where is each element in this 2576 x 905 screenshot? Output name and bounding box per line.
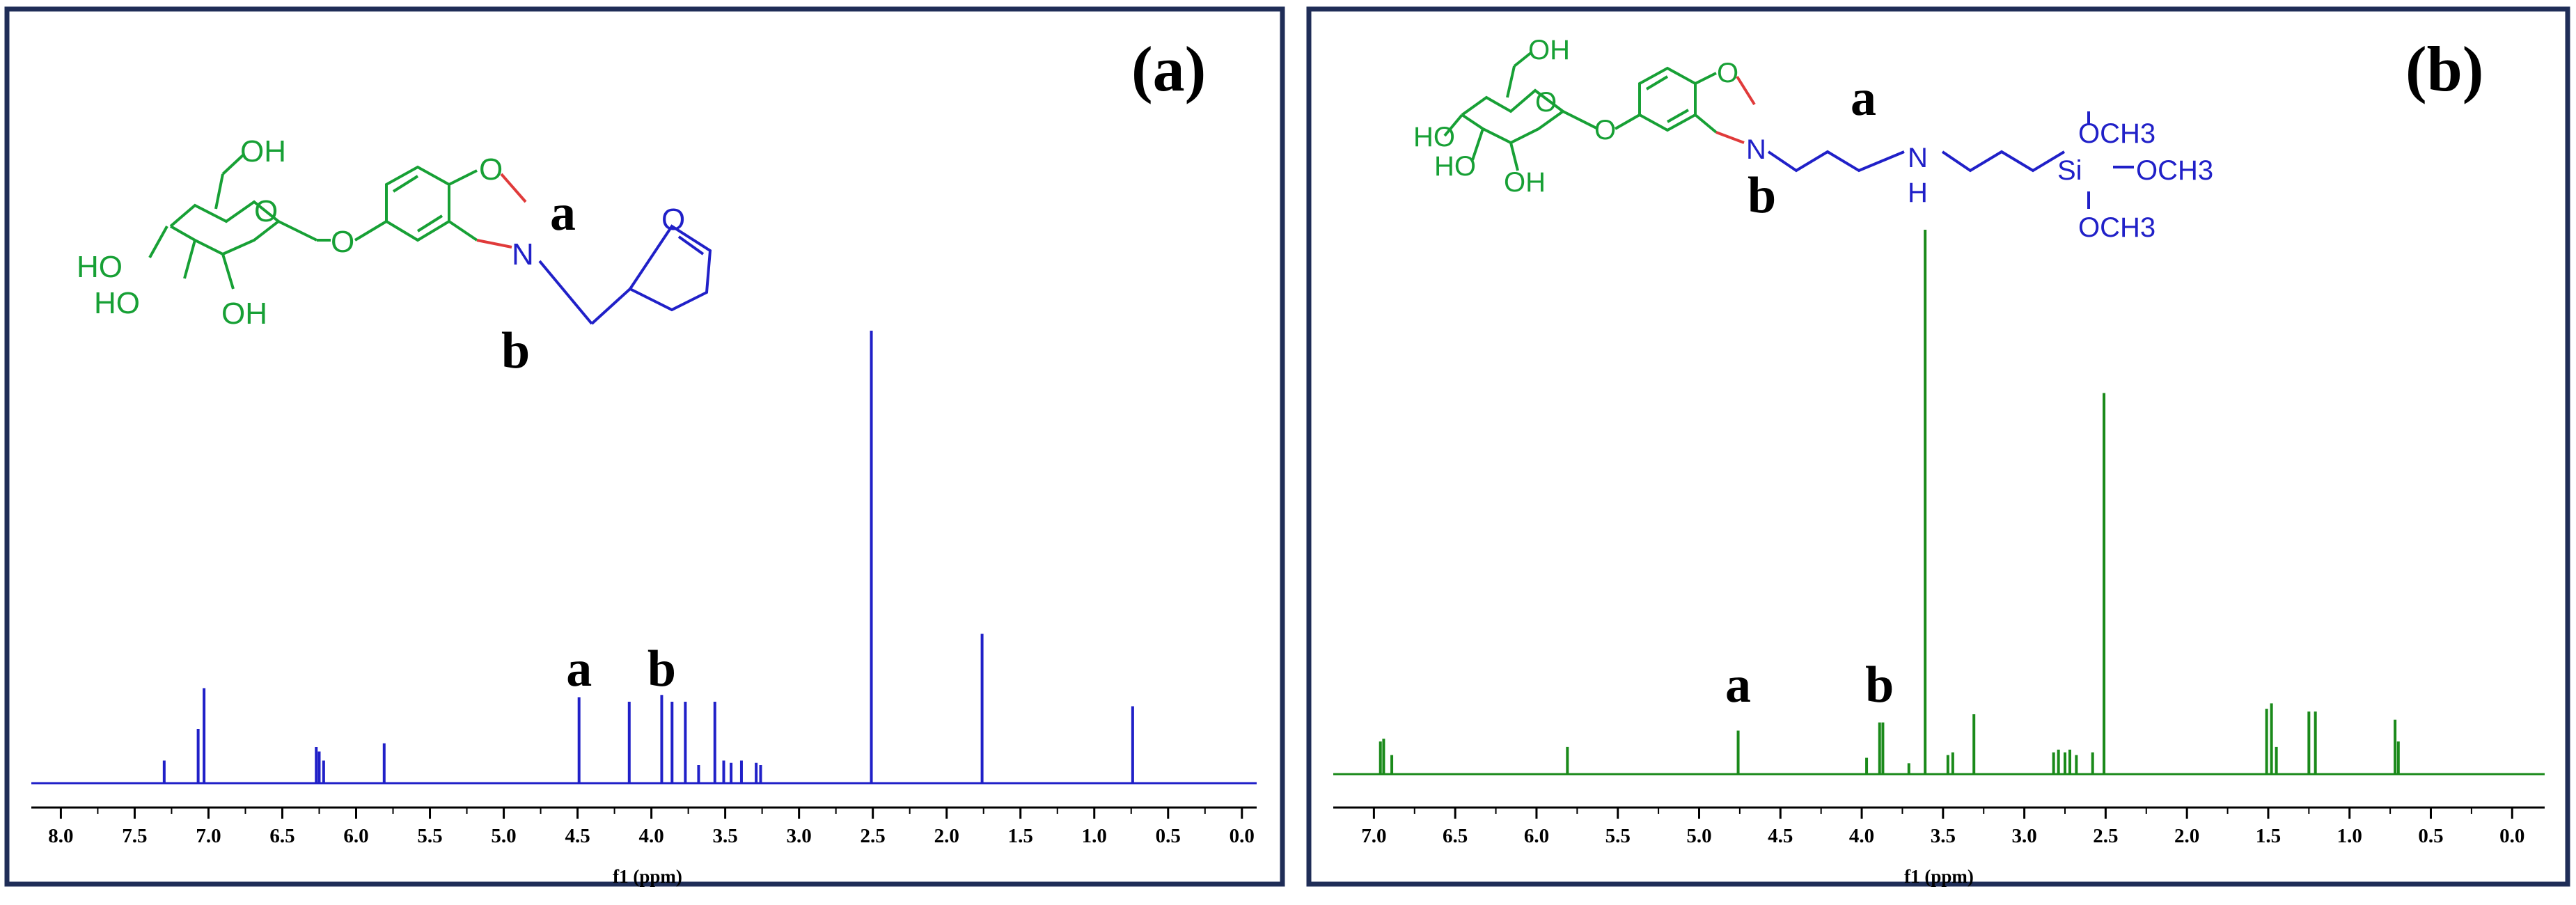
x-tick-label: 3.0 — [2011, 825, 2036, 847]
struct-b-och3-mid: OCH3 — [2136, 155, 2213, 186]
x-tick-label: 0.0 — [1230, 825, 1255, 847]
x-tick-label: 4.5 — [565, 825, 590, 847]
struct-a-oh-bottom: OH — [221, 297, 267, 331]
structure-b-benzene — [1615, 66, 1718, 134]
peak-label-a: a — [566, 640, 592, 698]
struct-b-label-a: a — [1851, 70, 1876, 127]
x-tick-label: 7.0 — [196, 825, 221, 847]
struct-a-o-ring: O — [254, 194, 278, 228]
struct-b-nh-n: N — [1908, 143, 1928, 173]
struct-b-label-b: b — [1748, 167, 1776, 224]
structure-b-chain — [1767, 111, 2134, 209]
struct-b-oh-bottom: OH — [1504, 167, 1546, 198]
struct-b-nh-h: H — [1908, 178, 1928, 208]
struct-b-ho-2: HO — [1434, 151, 1476, 182]
panel-a-axis: 8.0 7.5 7.0 6.5 6.0 5.5 5.0 4.5 4.0 3.5 3.0 2.5 2.0 1… — [31, 806, 1257, 847]
x-tick-label: 2.5 — [861, 825, 886, 847]
x-tick-label: 0.5 — [2418, 825, 2443, 847]
x-tick-label: 3.5 — [713, 825, 738, 847]
panel-b-frame — [1306, 6, 2570, 887]
panel-a-label: (a) — [1131, 33, 1206, 104]
x-tick-label: 1.0 — [1082, 825, 1107, 847]
panel-b-spectrum — [1333, 230, 2545, 776]
structure-b-glucose — [1443, 51, 1599, 171]
x-tick-label: 0.5 — [1156, 825, 1181, 847]
x-tick-label: 1.5 — [2256, 825, 2281, 847]
x-tick-label: 2.0 — [934, 825, 959, 847]
panel-b-axis: 7.0 6.5 6.0 5.5 5.0 4.5 4.0 3.5 3.0 2.5 2.0 1.5 1.0 0… — [1333, 806, 2545, 847]
x-tick-label: 6.5 — [269, 825, 294, 847]
struct-b-oh-top: OH — [1528, 35, 1570, 65]
x-tick-label: 8.0 — [48, 825, 73, 847]
struct-b-och3-top: OCH3 — [2078, 118, 2155, 149]
x-tick-label: 5.0 — [491, 825, 516, 847]
struct-a-o-link: O — [331, 225, 354, 259]
struct-a-o-ox: O — [479, 152, 503, 187]
struct-b-o-link: O — [1594, 115, 1616, 145]
x-tick-label: 5.0 — [1686, 825, 1711, 847]
structure-a-furan — [538, 224, 712, 325]
panel-a-xlabel: f1 (ppm) — [613, 866, 682, 887]
x-tick-label: 3.0 — [787, 825, 812, 847]
x-tick-label: 5.5 — [1605, 825, 1631, 847]
x-tick-label: 4.5 — [1768, 825, 1793, 847]
structure-b-oxazine — [1715, 75, 1756, 144]
structure-a-glucose — [148, 153, 331, 290]
x-tick-label: 7.0 — [1361, 825, 1386, 847]
struct-b-ho-1: HO — [1413, 122, 1455, 152]
structure-b: OH HO HO OH O O O N a b N H OCH — [1413, 35, 2213, 243]
struct-b-n: N — [1746, 134, 1766, 165]
panel-a-frame — [4, 6, 1285, 887]
x-tick-label: 3.5 — [1931, 825, 1956, 847]
struct-b-och3-bot: OCH3 — [2078, 212, 2155, 243]
peak-label-b: b — [1865, 656, 1894, 714]
peak-label-b: b — [647, 640, 676, 698]
panel-b-xlabel: f1 (ppm) — [1904, 866, 1974, 887]
x-tick-label: 1.0 — [2337, 825, 2362, 847]
structure-a-oxazine — [476, 173, 527, 249]
struct-a-ho-bottom: HO — [94, 286, 140, 320]
x-tick-label: 6.0 — [343, 825, 368, 847]
x-tick-label: 2.5 — [2093, 825, 2118, 847]
x-tick-label: 5.5 — [417, 825, 442, 847]
structure-a-benzene — [354, 165, 478, 242]
struct-a-n: N — [512, 237, 534, 272]
x-tick-label: 6.5 — [1443, 825, 1468, 847]
struct-a-o-furan: O — [661, 203, 685, 237]
x-tick-label: 1.5 — [1008, 825, 1033, 847]
struct-a-ho-left: HO — [77, 250, 123, 284]
struct-a-oh-top: OH — [240, 134, 286, 168]
struct-b-si: Si — [2057, 155, 2082, 186]
structure-a: OH HO HO OH O O O N a b O — [77, 134, 712, 379]
panel-b-label: (b) — [2405, 33, 2483, 104]
struct-b-o-ring: O — [1535, 87, 1557, 118]
peak-label-a: a — [1725, 656, 1751, 714]
panel-a-spectrum — [31, 331, 1257, 785]
struct-b-o-ox: O — [1717, 58, 1738, 88]
x-tick-label: 2.0 — [2174, 825, 2199, 847]
x-tick-label: 7.5 — [122, 825, 147, 847]
x-tick-label: 6.0 — [1524, 825, 1549, 847]
struct-a-label-b: b — [501, 322, 530, 379]
x-tick-label: 4.0 — [638, 825, 663, 847]
struct-a-label-a: a — [550, 184, 576, 242]
x-tick-label: 0.0 — [2499, 825, 2524, 847]
x-tick-label: 4.0 — [1849, 825, 1874, 847]
